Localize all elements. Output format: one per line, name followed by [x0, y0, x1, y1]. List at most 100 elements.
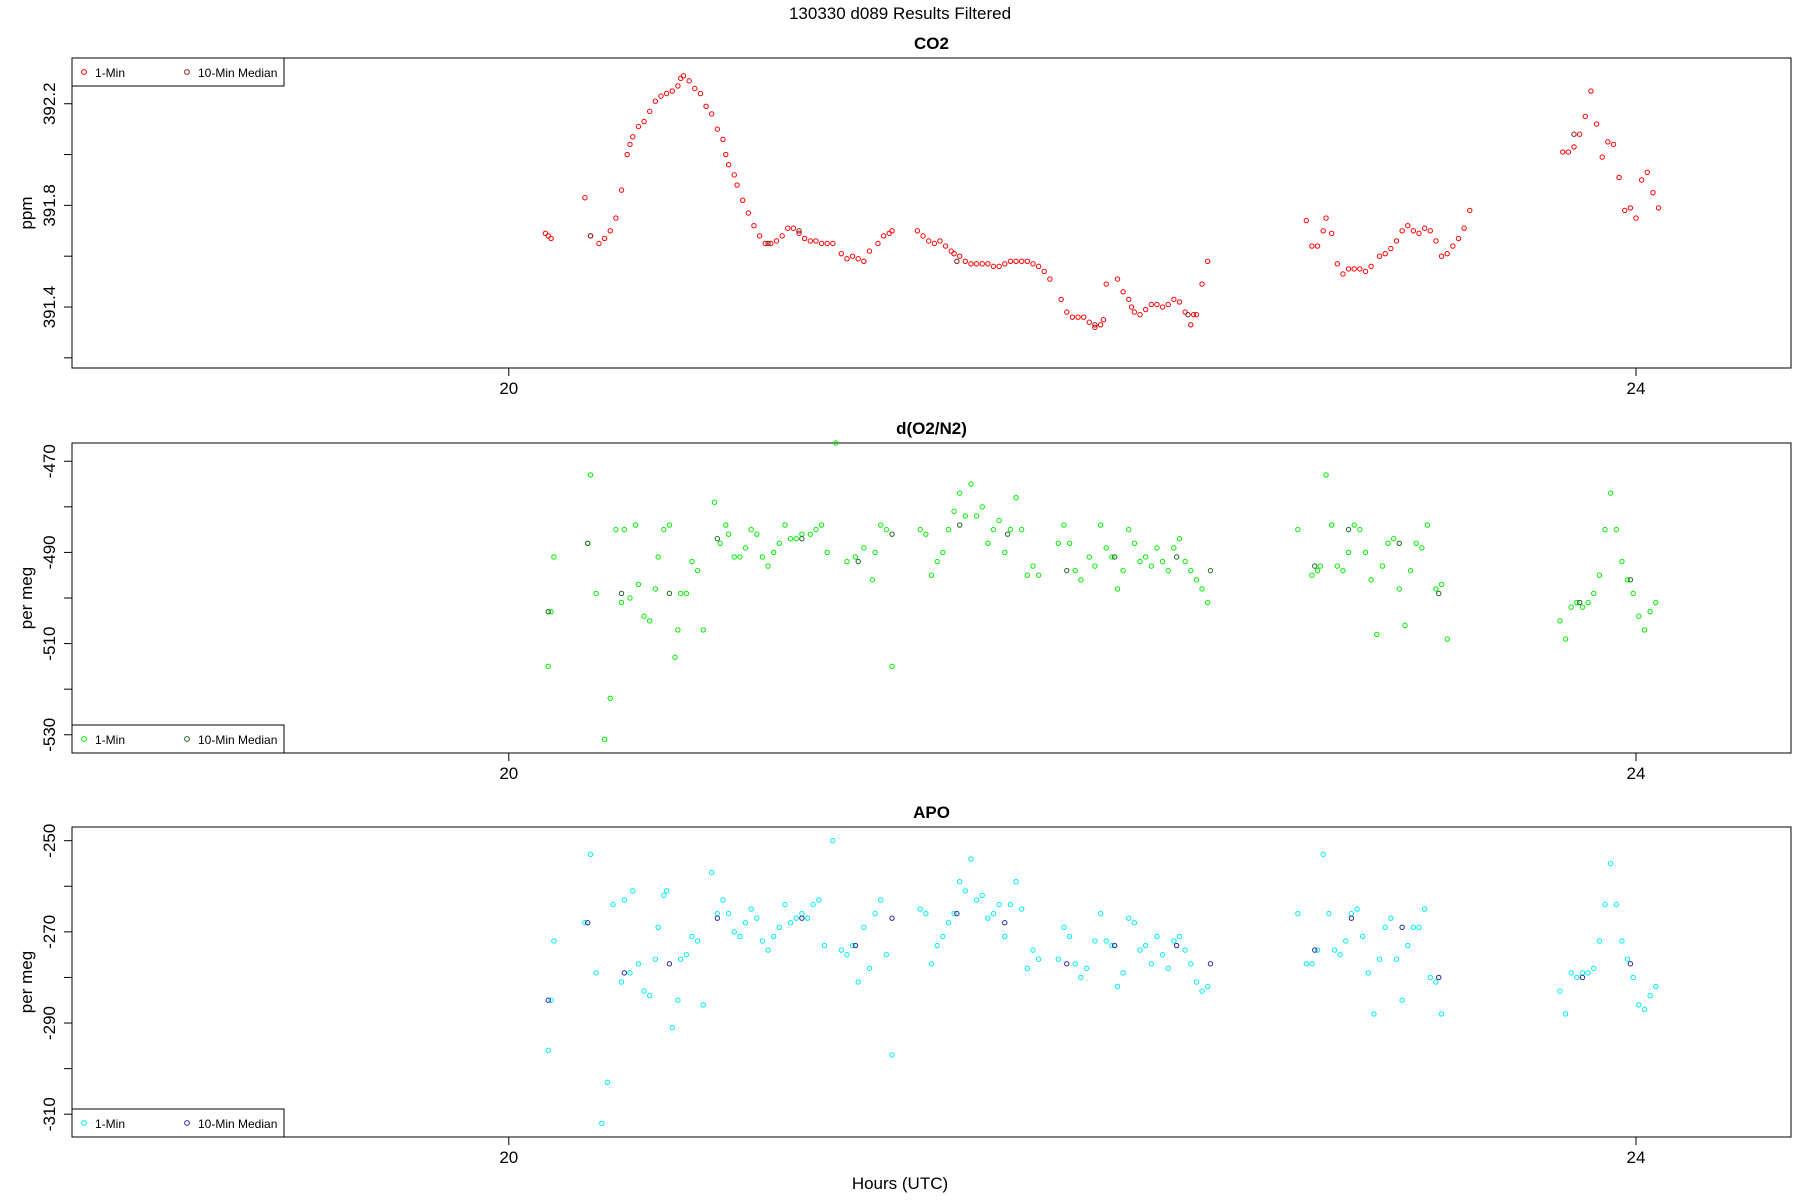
apo-point-1-min: [1103, 938, 1109, 944]
co2-point-1-min: [1455, 235, 1462, 242]
co2-point-1-min: [1303, 217, 1309, 224]
d-o2-n2-point-10-min-median: [1173, 554, 1180, 560]
apo-point-1-min: [917, 906, 923, 912]
d-o2-n2-x-tick-label: 24: [1627, 764, 1646, 783]
apo-point-1-min: [708, 869, 715, 876]
apo-point-1-min: [793, 915, 799, 921]
d-o2-n2-point-1-min: [666, 522, 673, 528]
d-o2-n2-point-1-min: [1199, 586, 1205, 592]
apo-point-1-min: [962, 888, 969, 894]
co2-point-1-min: [607, 228, 613, 234]
apo-point-1-min: [787, 920, 794, 926]
co2-point-1-min: [1018, 258, 1025, 264]
co2-legend-label: 10-Min Median: [198, 66, 277, 80]
co2-point-1-min: [813, 238, 819, 244]
co2-point-1-min: [1388, 245, 1394, 252]
co2-point-1-min: [641, 118, 647, 125]
apo-point-1-min: [1647, 992, 1653, 999]
co2-series-10-min-median: [587, 131, 1577, 328]
d-o2-n2-point-1-min: [1334, 563, 1340, 569]
apo-point-1-min: [641, 988, 647, 994]
apo-point-1-min: [940, 933, 946, 940]
apo-point-1-min: [599, 1120, 605, 1127]
apo-point-1-min: [1359, 933, 1366, 940]
apo-point-1-min: [1421, 906, 1428, 912]
apo-point-1-min: [635, 961, 642, 967]
apo-point-1-min: [1007, 901, 1014, 908]
d-o2-n2-point-1-min: [878, 522, 884, 528]
co2-point-1-min: [1126, 296, 1132, 303]
apo-point-1-min: [1579, 970, 1586, 976]
apo-point-1-min: [1562, 1011, 1569, 1017]
apo-point-1-min: [934, 942, 940, 949]
co2-point-1-min: [1154, 301, 1160, 308]
co2-y-tick-label: 391.4: [40, 286, 59, 329]
co2-point-1-min: [1393, 238, 1400, 244]
co2-point-1-min: [1064, 309, 1070, 315]
d-o2-n2-point-1-min: [1171, 545, 1177, 551]
co2-point-1-min: [1007, 258, 1014, 264]
d-o2-n2-point-10-min-median: [1627, 577, 1634, 583]
co2-point-1-min: [1188, 322, 1194, 328]
apo-point-1-min: [1120, 970, 1126, 976]
d-o2-n2-point-1-min: [1061, 522, 1067, 528]
co2-point-1-min: [1176, 299, 1183, 305]
apo-point-1-min: [593, 970, 599, 976]
apo-point-10-min-median: [799, 915, 805, 921]
apo-point-10-min-median: [1579, 974, 1586, 981]
apo-point-1-min: [804, 915, 811, 921]
d-o2-n2-point-1-min: [818, 522, 825, 528]
apo-y-tick-label: -310: [40, 1097, 59, 1131]
d-o2-n2-point-1-min: [1159, 558, 1166, 565]
apo-point-1-min: [1188, 961, 1194, 967]
apo-point-1-min: [776, 924, 783, 930]
d-o2-n2-point-1-min: [1579, 604, 1586, 610]
d-o2-n2-point-1-min: [1165, 567, 1171, 574]
co2-point-1-min: [1650, 189, 1656, 196]
co2-point-1-min: [745, 210, 752, 216]
d-o2-n2-point-1-min: [968, 481, 974, 487]
co2-point-1-min: [1193, 311, 1200, 318]
co2-point-1-min: [548, 235, 554, 242]
apo-point-1-min: [1013, 879, 1019, 885]
apo-point-1-min: [990, 910, 997, 917]
d-o2-n2-point-1-min: [1557, 618, 1563, 624]
d-o2-n2-point-1-min: [1641, 627, 1648, 633]
co2-point-1-min: [1314, 243, 1321, 249]
apo-point-1-min: [923, 910, 929, 917]
d-o2-n2-point-1-min: [1030, 563, 1036, 569]
co2-point-1-min: [1605, 139, 1611, 145]
co2-legend: 1-Min 10-Min Median: [71, 57, 285, 87]
apo-point-1-min: [1602, 901, 1608, 908]
co2-point-1-min: [601, 235, 608, 242]
d-o2-n2-plot-frame: [71, 442, 1792, 754]
d-o2-n2-point-1-min: [551, 554, 557, 560]
apo-legend-box: [71, 1108, 285, 1138]
co2-point-1-min: [1047, 276, 1053, 282]
apo-point-1-min: [821, 942, 828, 949]
apo-point-10-min-median: [1312, 947, 1318, 953]
apo-legend-marker: [184, 1120, 190, 1126]
apo-point-1-min: [855, 979, 861, 985]
apo-point-1-min: [1097, 910, 1104, 917]
d-o2-n2-point-1-min: [1407, 567, 1414, 574]
co2-point-1-min: [635, 123, 642, 130]
d-o2-n2-point-1-min: [928, 572, 935, 578]
co2-point-1-min: [968, 261, 974, 267]
apo-point-10-min-median: [1064, 961, 1070, 967]
co2-point-1-min: [1080, 314, 1087, 320]
apo-point-1-min: [1636, 1002, 1642, 1008]
d-o2-n2-point-1-min: [1585, 599, 1591, 606]
apo-point-1-min: [1148, 961, 1155, 967]
d-o2-n2-point-10-min-median: [618, 590, 625, 597]
co2-point-1-min: [1086, 319, 1093, 325]
co2-point-1-min: [1100, 317, 1107, 323]
d-o2-n2-point-1-min: [607, 695, 613, 701]
apo-point-1-min: [669, 1024, 675, 1031]
co2-point-1-min: [1041, 268, 1047, 275]
apo-point-1-min: [1557, 988, 1563, 994]
d-o2-n2-point-1-min: [1114, 586, 1121, 592]
co2-point-10-min-median: [765, 240, 771, 247]
co2-point-1-min: [1351, 266, 1357, 272]
d-o2-n2-point-1-min: [824, 549, 830, 556]
